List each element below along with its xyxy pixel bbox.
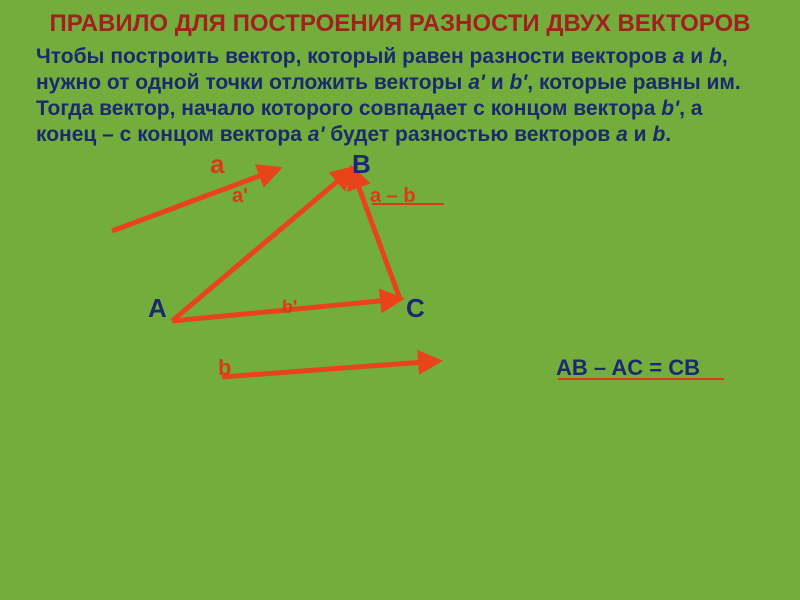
text-fragment: и xyxy=(628,123,653,146)
label-b_prime: b' xyxy=(282,297,297,318)
vector-a_free xyxy=(112,169,278,231)
vector-ref: a xyxy=(616,123,628,146)
text-fragment: . xyxy=(665,123,671,146)
vector-ref: b' xyxy=(661,97,679,120)
vector-diagram: a Ba' a – b Ab' Cb AB – AC = CB xyxy=(0,149,800,419)
label-a: a xyxy=(210,149,224,180)
slide-paragraph: Чтобы построить вектор, который равен ра… xyxy=(0,44,800,149)
label-A: A xyxy=(148,293,167,324)
vector-ref: b xyxy=(709,45,722,68)
label-C: C xyxy=(406,293,425,324)
label-b: b xyxy=(218,355,231,381)
label-a_minus_b: a – b xyxy=(370,185,416,208)
text-fragment: и xyxy=(684,45,709,68)
vector-b_free xyxy=(222,361,438,377)
text-fragment: и xyxy=(485,71,510,94)
label-a_prime: a' xyxy=(232,185,248,208)
vector-ref: a' xyxy=(468,71,485,94)
label-eq: AB – AC = CB xyxy=(556,355,700,381)
vector-ref: a xyxy=(673,45,685,68)
vector-ref: a' xyxy=(308,123,325,146)
slide-title: ПРАВИЛО ДЛЯ ПОСТРОЕНИЯ РАЗНОСТИ ДВУХ ВЕК… xyxy=(0,0,800,44)
label-B: B xyxy=(352,149,371,180)
text-fragment: Чтобы построить вектор, который равен ра… xyxy=(36,45,673,68)
vector-ref: b' xyxy=(509,71,527,94)
vector-a_prime xyxy=(172,169,352,321)
vector-ref: b xyxy=(652,123,665,146)
text-fragment: будет разностью векторов xyxy=(324,123,616,146)
